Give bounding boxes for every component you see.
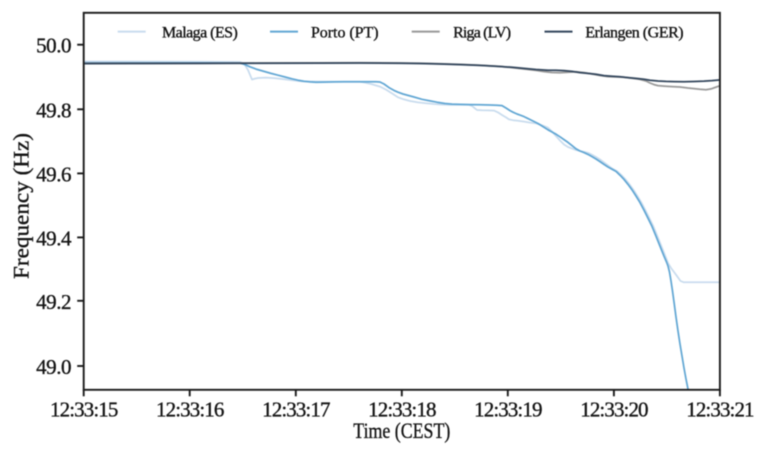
svg-text:Porto (PT): Porto (PT) <box>311 24 379 41</box>
svg-text:12:33:18: 12:33:18 <box>368 397 436 421</box>
svg-text:49.0: 49.0 <box>36 355 71 379</box>
svg-text:Riga (LV): Riga (LV) <box>453 24 511 41</box>
svg-text:49.8: 49.8 <box>36 98 71 122</box>
svg-text:Frequency (Hz): Frequency (Hz) <box>8 133 33 279</box>
svg-text:49.2: 49.2 <box>36 290 71 314</box>
svg-text:12:33:16: 12:33:16 <box>156 397 224 421</box>
svg-text:49.4: 49.4 <box>36 226 72 250</box>
svg-text:Erlangen (GER): Erlangen (GER) <box>585 24 683 41</box>
svg-text:50.0: 50.0 <box>36 34 71 58</box>
svg-text:Time (CEST): Time (CEST) <box>353 418 450 443</box>
svg-text:12:33:15: 12:33:15 <box>50 397 118 421</box>
svg-text:12:33:20: 12:33:20 <box>580 397 648 421</box>
svg-text:12:33:17: 12:33:17 <box>262 397 330 421</box>
svg-text:12:33:21: 12:33:21 <box>686 397 754 421</box>
svg-text:Malaga (ES): Malaga (ES) <box>162 24 238 41</box>
svg-text:49.6: 49.6 <box>36 162 71 186</box>
svg-text:12:33:19: 12:33:19 <box>474 397 542 421</box>
